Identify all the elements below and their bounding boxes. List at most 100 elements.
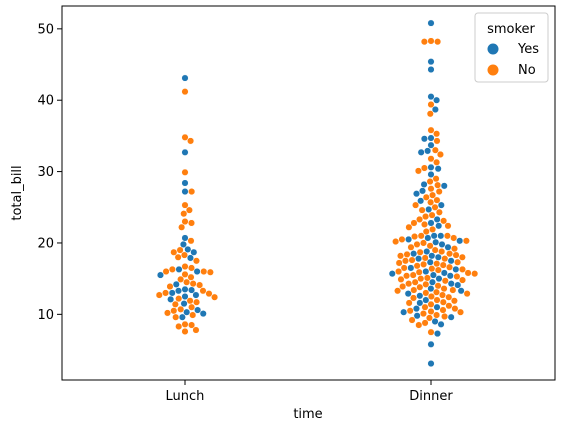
swarm-point-no: [427, 328, 435, 336]
swarm-point-no: [420, 38, 428, 46]
swarm-point-no: [171, 300, 179, 308]
y-tick-label: 30: [37, 165, 54, 180]
swarm-point-no: [427, 37, 435, 45]
swarm-point-yes: [437, 232, 445, 240]
swarm-point-yes: [454, 281, 462, 289]
swarm-point-no: [441, 312, 449, 321]
swarm-point-no: [400, 264, 408, 272]
swarm-point-yes: [440, 269, 448, 277]
swarm-point-no: [200, 267, 208, 276]
swarm-point-no: [439, 306, 447, 314]
swarm-point-no: [449, 286, 457, 294]
swarm-point-no: [427, 198, 435, 206]
swarm-point-no: [416, 248, 424, 256]
swarm-point-yes: [434, 165, 442, 173]
swarm-point-yes: [388, 270, 396, 278]
swarm-point-no: [176, 246, 184, 254]
swarm-point-no: [428, 265, 436, 273]
swarm-point-no: [438, 291, 447, 299]
swarm-point-no: [444, 222, 452, 230]
swarm-point-no: [422, 193, 430, 201]
swarm-point-no: [414, 167, 422, 175]
swarm-point-no: [413, 240, 421, 248]
swarm-point-no: [434, 282, 442, 290]
swarm-point-no: [181, 270, 189, 278]
swarm-point-no: [187, 264, 196, 272]
swarm-point-no: [181, 88, 189, 96]
swarm-point-yes: [420, 135, 428, 143]
data-points: [155, 19, 479, 368]
swarm-point-no: [199, 287, 207, 295]
swarm-point-yes: [427, 93, 435, 101]
swarm-point-no: [403, 250, 411, 258]
swarm-point-yes: [433, 215, 441, 223]
y-tick-label: 40: [37, 94, 54, 109]
swarm-point-no: [181, 327, 189, 336]
swarm-point-no: [471, 270, 479, 278]
swarm-point-yes: [447, 257, 455, 265]
swarm-point-no: [410, 219, 418, 227]
swarm-point-no: [415, 268, 423, 276]
swarm-point-no: [443, 232, 451, 240]
swarm-point-no: [464, 269, 472, 277]
swarm-point-yes: [422, 267, 430, 276]
swarm-point-yes: [452, 265, 460, 273]
swarm-point-no: [408, 316, 416, 324]
swarm-point-yes: [433, 96, 441, 104]
swarm-point-no: [181, 201, 189, 209]
swarm-point-no: [401, 257, 410, 265]
swarm-point-no: [446, 250, 454, 258]
swarm-point-yes: [412, 190, 421, 198]
swarm-point-yes: [430, 232, 438, 240]
swarm-point-yes: [427, 19, 435, 27]
swarm-point-no: [181, 262, 189, 271]
swarm-point-no: [206, 268, 214, 276]
swarm-point-no: [185, 206, 193, 214]
swarm-point-yes: [429, 271, 437, 279]
swarm-point-yes: [435, 222, 443, 230]
swarm-point-yes: [427, 285, 435, 293]
swarm-point-no: [405, 223, 413, 231]
y-tick-label: 10: [37, 308, 54, 323]
swarm-point-yes: [447, 280, 455, 288]
swarm-point-no: [193, 298, 201, 306]
swarm-point-no: [211, 293, 219, 301]
swarm-point-no: [434, 266, 442, 274]
swarm-point-no: [411, 278, 419, 286]
swarm-point-no: [196, 281, 204, 289]
swarm-point-no: [439, 261, 447, 269]
swarm-point-yes: [416, 292, 424, 300]
swarm-point-no: [432, 288, 441, 296]
swarm-point-yes: [178, 313, 186, 321]
swarm-point-yes: [181, 188, 189, 196]
swarm-point-no: [187, 273, 195, 281]
x-tick-label: Lunch: [166, 389, 205, 404]
swarm-point-yes: [172, 280, 180, 288]
swarm-point-no: [188, 303, 196, 311]
swarm-point-no: [435, 208, 443, 216]
swarm-point-no: [432, 175, 440, 183]
swarm-point-yes: [427, 163, 435, 171]
swarm-point-no: [445, 263, 454, 271]
swarm-point-no: [192, 326, 200, 334]
swarm-point-yes: [168, 289, 176, 297]
swarm-point-yes: [407, 264, 415, 272]
swarm-point-no: [162, 289, 170, 297]
swarm-point-yes: [440, 182, 448, 190]
swarm-point-no: [396, 252, 405, 260]
swarm-point-yes: [190, 248, 198, 256]
swarm-point-yes: [410, 250, 418, 258]
y-axis-ticks: 10 20 30 40 50: [37, 22, 62, 323]
swarm-point-no: [427, 292, 435, 301]
swarm-point-no: [445, 293, 453, 301]
swarm-point-yes: [437, 201, 445, 209]
swarm-point-yes: [184, 245, 192, 253]
swarm-point-yes: [433, 330, 442, 338]
swarm-point-yes: [420, 180, 428, 188]
swarm-point-no: [426, 178, 434, 186]
swarm-point-yes: [418, 187, 427, 195]
swarm-point-no: [416, 283, 424, 291]
swarm-point-yes: [188, 286, 196, 294]
swarm-point-no: [170, 248, 178, 256]
swarm-point-yes: [193, 267, 201, 276]
